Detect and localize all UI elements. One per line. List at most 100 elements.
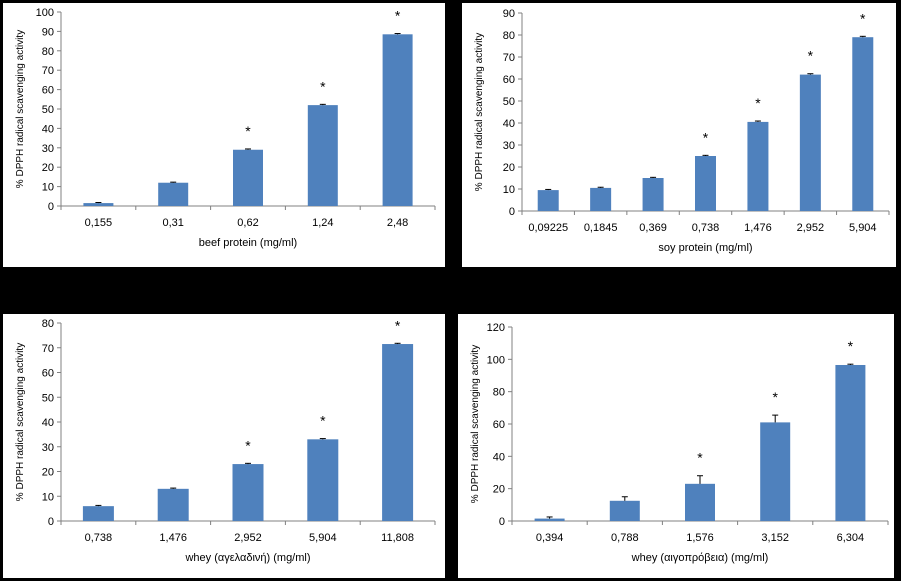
bar <box>307 105 338 206</box>
x-category-label: 0,394 <box>536 532 564 544</box>
x-category-label: 0,738 <box>85 532 113 544</box>
x-category-label: 0,738 <box>692 222 720 234</box>
x-category-label: 1,24 <box>312 217 333 229</box>
y-tick-label: 120 <box>487 322 505 334</box>
y-tick-label: 100 <box>487 354 505 366</box>
bar <box>695 156 716 211</box>
x-category-label: 3,152 <box>761 532 789 544</box>
y-tick-label: 60 <box>42 85 54 97</box>
y-tick-label: 40 <box>503 118 515 130</box>
bar <box>307 439 339 521</box>
bar <box>760 422 791 521</box>
x-category-label: 5,904 <box>849 222 877 234</box>
chart-svg-whey-cow: 0 10 20 30 40 50 60 70 80 0,738 1,476 * 2,952 * 5,904 *… <box>15 317 436 564</box>
bar <box>233 149 263 206</box>
bar <box>685 483 715 521</box>
x-category-label: 1,576 <box>686 532 714 544</box>
y-axis-title: % DPPH radical scavenging activity <box>15 30 26 188</box>
y-tick-label: 80 <box>42 46 54 58</box>
y-tick-label: 40 <box>493 451 505 463</box>
y-tick-label: 20 <box>42 162 54 174</box>
x-category-label: 0,09225 <box>528 222 568 234</box>
y-tick-label: 30 <box>42 442 54 454</box>
bar <box>642 178 664 211</box>
bar <box>158 182 189 206</box>
x-category-label: 2,952 <box>234 532 262 544</box>
y-tick-label: 40 <box>42 417 54 429</box>
x-category-label: 0,155 <box>85 217 113 229</box>
bar <box>82 506 114 521</box>
y-tick-label: 40 <box>42 123 54 135</box>
y-tick-label: 50 <box>42 392 54 404</box>
y-tick-label: 10 <box>42 491 54 503</box>
x-category-label: 11,808 <box>381 532 414 544</box>
bar <box>799 74 821 211</box>
y-tick-label: 90 <box>503 8 515 20</box>
y-tick-label: 60 <box>493 419 505 431</box>
y-tick-label: 0 <box>48 201 54 213</box>
x-category-label: 6,304 <box>837 532 865 544</box>
y-tick-label: 100 <box>36 7 54 19</box>
y-tick-label: 0 <box>499 516 505 528</box>
significance-marker: * <box>320 78 326 94</box>
bar <box>852 37 874 212</box>
chart-panel-whey-goat-sheep: 0 20 40 60 80 100 120 0,394 0,788 * 1,576 * 3,152 * 6,… <box>458 314 894 578</box>
x-category-label: 5,904 <box>309 532 337 544</box>
significance-marker: * <box>395 8 401 24</box>
y-tick-label: 80 <box>493 387 505 399</box>
y-tick-label: 70 <box>42 343 54 355</box>
chart-panel-beef-protein: 0 10 20 30 40 50 60 70 80 90 100 0,155 0,31 * 0,62 * 1,2… <box>3 3 445 267</box>
bar <box>83 203 114 206</box>
x-category-label: 0,31 <box>162 217 183 229</box>
y-tick-label: 60 <box>42 368 54 380</box>
chart-panel-soy-protein: 0 10 20 30 40 50 60 70 80 90 0,09225 0,1845 0,369 * 0,… <box>462 3 896 267</box>
bar <box>232 464 264 521</box>
significance-marker: * <box>772 389 778 405</box>
y-tick-label: 70 <box>42 65 54 77</box>
chart-svg-whey-goat-sheep: 0 20 40 60 80 100 120 0,394 0,788 * 1,576 * 3,152 * 6,… <box>470 322 889 564</box>
y-tick-label: 0 <box>48 516 54 528</box>
bar <box>609 500 640 521</box>
y-tick-label: 80 <box>503 30 515 42</box>
y-tick-label: 70 <box>503 52 515 64</box>
x-category-label: 0,62 <box>237 217 258 229</box>
y-tick-label: 20 <box>493 484 505 496</box>
y-tick-label: 20 <box>42 467 54 479</box>
significance-marker: * <box>697 450 703 466</box>
bar <box>157 488 189 521</box>
x-category-label: 1,476 <box>159 532 187 544</box>
y-tick-label: 80 <box>42 318 54 330</box>
x-category-label: 2,952 <box>797 222 825 234</box>
bar <box>382 344 414 521</box>
y-tick-label: 60 <box>503 74 515 86</box>
y-tick-label: 50 <box>42 104 54 116</box>
y-tick-label: 30 <box>42 143 54 155</box>
significance-marker: * <box>860 10 866 26</box>
x-axis-title: beef protein (mg/ml) <box>199 237 297 249</box>
bar <box>835 364 866 521</box>
y-axis-title: % DPPH radical scavenging activity <box>474 33 485 191</box>
y-tick-label: 10 <box>42 182 54 194</box>
significance-marker: * <box>395 317 401 333</box>
significance-marker: * <box>245 437 251 453</box>
chart-svg-beef-protein: 0 10 20 30 40 50 60 70 80 90 100 0,155 0,31 * 0,62 * 1,2… <box>15 7 436 249</box>
x-axis-title: soy protein (mg/ml) <box>658 242 752 254</box>
significance-marker: * <box>848 338 854 354</box>
y-tick-label: 10 <box>503 184 515 196</box>
y-tick-label: 20 <box>503 162 515 174</box>
significance-marker: * <box>755 95 761 111</box>
significance-marker: * <box>808 48 814 64</box>
bar <box>747 121 769 211</box>
x-axis-title: whey (αιγοπρόβεια) (mg/ml) <box>631 552 769 564</box>
y-tick-label: 50 <box>503 96 515 108</box>
y-tick-label: 0 <box>509 206 515 218</box>
x-category-label: 0,1845 <box>584 222 618 234</box>
y-axis-title: % DPPH radical scavenging activity <box>470 345 481 503</box>
x-category-label: 1,476 <box>744 222 772 234</box>
y-axis-title: % DPPH radical scavenging activity <box>15 343 26 501</box>
x-category-label: 0,369 <box>639 222 667 234</box>
chart-panel-whey-cow: 0 10 20 30 40 50 60 70 80 0,738 1,476 * 2,952 * 5,904 *… <box>3 314 445 578</box>
bar <box>382 34 413 206</box>
x-category-label: 2,48 <box>387 217 408 229</box>
bar <box>537 190 559 211</box>
